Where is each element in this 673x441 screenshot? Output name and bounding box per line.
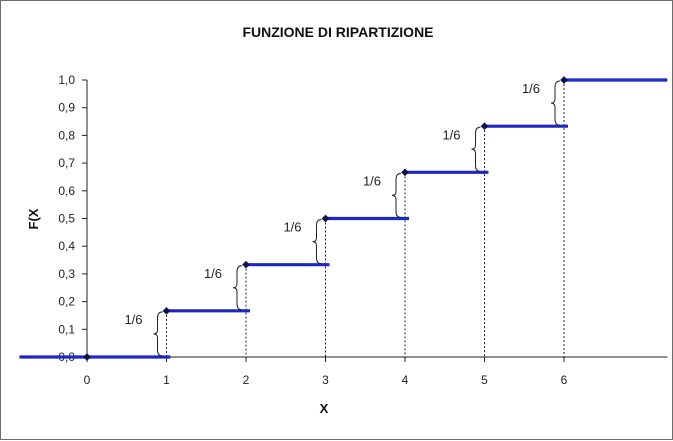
data-point-0 bbox=[83, 353, 91, 361]
ticks-layer: 0,00,10,20,30,40,50,60,70,80,91,00 1 2 3 4 5 6 bbox=[58, 73, 567, 387]
y-tick-label-7: 0,7 bbox=[58, 156, 75, 170]
x-tick-label-1: 1 bbox=[163, 373, 170, 387]
chart-title: FUNZIONE DI RIPARTIZIONE bbox=[242, 24, 433, 40]
data-point-2 bbox=[242, 260, 250, 269]
jump-brace-0 bbox=[153, 311, 163, 357]
y-axis-title: F(X bbox=[26, 208, 41, 229]
y-tick-label-9: 0,9 bbox=[58, 101, 75, 115]
jump-label-1: 1/6 bbox=[204, 266, 222, 281]
jump-label-4: 1/6 bbox=[442, 127, 460, 142]
annotations-layer: 1/6 1/6 1/6 1/6 1/6 1/6 bbox=[124, 81, 540, 327]
x-tick-label-5: 5 bbox=[481, 373, 488, 387]
x-tick-label-3: 3 bbox=[322, 373, 329, 387]
jump-brace-2 bbox=[312, 219, 322, 265]
y-tick-label-8: 0,8 bbox=[58, 128, 75, 142]
jump-label-3: 1/6 bbox=[363, 173, 381, 188]
data-point-3 bbox=[321, 214, 330, 223]
jump-brace-5 bbox=[550, 80, 561, 126]
x-tick-label-0: 0 bbox=[84, 373, 91, 387]
jump-label-5: 1/6 bbox=[522, 81, 540, 96]
x-tick-label-4: 4 bbox=[402, 373, 409, 387]
steps-layer bbox=[19, 78, 668, 359]
data-point-6 bbox=[560, 76, 568, 84]
x-tick-label-6: 6 bbox=[561, 373, 568, 387]
jump-brace-3 bbox=[391, 172, 402, 218]
data-point-1 bbox=[162, 306, 171, 315]
x-axis-title: X bbox=[320, 401, 329, 416]
jump-label-2: 1/6 bbox=[283, 220, 301, 235]
data-point-5 bbox=[480, 122, 489, 131]
jump-braces-layer bbox=[153, 80, 561, 357]
data-point-4 bbox=[401, 168, 409, 177]
y-tick-label-5: 0,5 bbox=[58, 212, 75, 226]
y-tick-label-3: 0,3 bbox=[58, 267, 75, 281]
y-tick-label-4: 0,4 bbox=[58, 239, 75, 253]
guide-lines-layer bbox=[166, 80, 565, 357]
y-tick-label-2: 0,2 bbox=[58, 295, 75, 309]
jump-brace-1 bbox=[232, 265, 243, 311]
x-tick-label-2: 2 bbox=[243, 373, 250, 387]
jump-label-0: 1/6 bbox=[124, 312, 142, 327]
y-tick-label-6: 0,6 bbox=[58, 184, 75, 198]
jump-brace-4 bbox=[471, 126, 481, 172]
points-layer bbox=[83, 76, 568, 361]
y-tick-label-1: 0,1 bbox=[58, 322, 75, 336]
y-tick-label-10: 1,0 bbox=[58, 73, 75, 87]
